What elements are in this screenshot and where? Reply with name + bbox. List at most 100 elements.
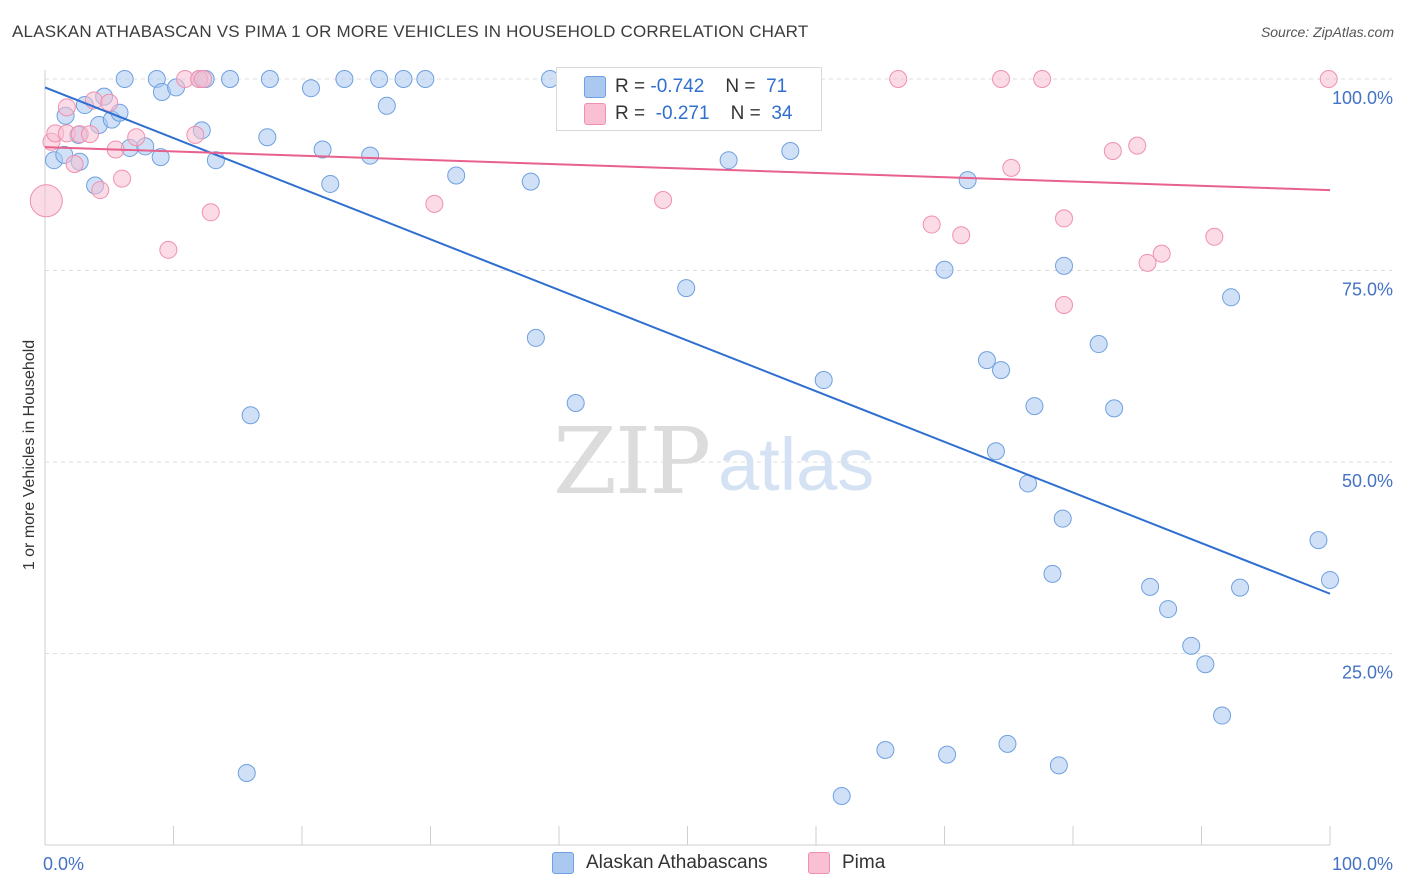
data-point-pima [91, 181, 110, 200]
data-point-athabascan [935, 260, 954, 279]
data-point-athabascan [677, 279, 696, 298]
data-point-athabascan [416, 70, 435, 88]
data-point-athabascan [241, 406, 260, 425]
x-tick-label: 0.0% [43, 854, 84, 874]
data-point-pima [1138, 253, 1157, 272]
data-point-athabascan [377, 96, 396, 115]
trend-line-athabascan [44, 86, 1331, 595]
legend-r-label: R = [615, 103, 646, 124]
data-point-pima [159, 240, 178, 259]
data-point-athabascan [876, 741, 895, 760]
y-tick-label: 100.0% [1332, 88, 1393, 108]
data-point-pima [194, 70, 213, 88]
data-point-athabascan [1141, 577, 1160, 596]
data-point-pima [201, 203, 220, 222]
data-point-athabascan [1049, 756, 1068, 775]
bottom-legend-swatch-pima [808, 852, 830, 874]
data-point-pima [425, 194, 444, 213]
data-point-athabascan [832, 786, 851, 805]
data-point-athabascan [938, 745, 957, 764]
data-point-pima [186, 125, 205, 144]
data-point-pima [1002, 158, 1021, 177]
legend-row-pima: R = -0.271 N = 34 [615, 101, 792, 127]
data-points [29, 70, 1339, 805]
data-point-athabascan [447, 166, 466, 185]
data-point-athabascan [321, 174, 340, 193]
legend-r-label: R = [615, 76, 646, 97]
legend-n-label: N = [730, 103, 761, 124]
y-tick-labels: 100.0% 75.0% 50.0% 25.0% [1332, 88, 1393, 683]
data-point-pima [1103, 142, 1122, 161]
bottom-legend-label-athabascan: Alaskan Athabascans [586, 852, 768, 873]
data-point-athabascan [1231, 578, 1250, 597]
data-point-athabascan [237, 763, 256, 782]
data-point-athabascan [526, 328, 545, 347]
data-point-athabascan [313, 140, 332, 159]
legend-n-value: 34 [771, 103, 793, 124]
data-point-athabascan [301, 79, 320, 98]
y-tick-label: 25.0% [1342, 663, 1393, 683]
data-point-pima [65, 155, 84, 174]
data-point-athabascan [151, 148, 170, 167]
data-point-athabascan [1321, 570, 1339, 589]
x-tick-label: 100.0% [1332, 854, 1393, 874]
data-point-athabascan [958, 171, 977, 190]
data-point-athabascan [521, 172, 540, 191]
data-point-pima [1128, 136, 1147, 155]
data-point-pima [952, 226, 971, 245]
data-point-athabascan [1222, 288, 1241, 307]
axes [44, 70, 1331, 846]
data-point-athabascan [221, 70, 240, 88]
data-point-athabascan [1053, 509, 1072, 528]
data-point-pima [654, 191, 673, 210]
data-point-athabascan [1055, 256, 1074, 275]
data-point-pima [127, 128, 146, 147]
legend-row-athabascan: R = -0.742 N = 71 [615, 74, 787, 100]
data-point-pima [1033, 70, 1052, 88]
data-point-athabascan [977, 351, 996, 370]
legend-n-value: 71 [766, 76, 788, 97]
legend-r-value: -0.742 [650, 76, 705, 97]
bottom-legend-label-pima: Pima [842, 852, 886, 873]
watermark-zip: ZIP [553, 408, 709, 515]
chart-title: ALASKAN ATHABASCAN VS PIMA 1 OR MORE VEH… [12, 22, 809, 41]
legend-swatch-pima [584, 103, 606, 125]
bottom-legend-swatch-athabascan [552, 852, 574, 874]
x-tick-labels: 0.0% 100.0% [43, 854, 1393, 874]
data-point-athabascan [335, 70, 354, 88]
data-point-pima [29, 184, 63, 218]
bottom-legend-pima: Pima [808, 852, 885, 874]
data-point-athabascan [1025, 397, 1044, 416]
data-point-athabascan [1196, 655, 1215, 674]
data-point-pima [1055, 209, 1074, 228]
data-point-pima [80, 125, 99, 144]
data-point-athabascan [1309, 531, 1328, 550]
data-point-athabascan [992, 361, 1011, 380]
watermark: ZIP atlas [553, 408, 874, 515]
data-point-athabascan [998, 734, 1017, 753]
data-point-pima [1205, 227, 1224, 246]
legend-r-value: -0.271 [655, 103, 710, 124]
data-point-athabascan [566, 394, 585, 413]
data-point-athabascan [115, 70, 134, 88]
y-tick-label: 75.0% [1342, 280, 1393, 300]
data-point-athabascan [986, 442, 1005, 461]
data-point-pima [113, 169, 132, 188]
data-point-athabascan [1089, 335, 1108, 354]
data-point-athabascan [258, 128, 277, 147]
data-point-pima [1152, 244, 1171, 263]
data-point-athabascan [781, 142, 800, 161]
data-point-athabascan [814, 371, 833, 390]
data-point-athabascan [1182, 636, 1201, 655]
data-point-athabascan [1159, 600, 1178, 619]
data-point-pima [922, 215, 941, 234]
data-point-pima [57, 98, 76, 117]
data-point-athabascan [260, 70, 279, 88]
watermark-atlas: atlas [718, 423, 874, 506]
data-point-athabascan [361, 146, 380, 165]
data-point-athabascan [394, 70, 413, 88]
legend-n-label: N = [725, 76, 756, 97]
data-point-pima [992, 70, 1011, 88]
data-point-athabascan [1213, 706, 1232, 725]
